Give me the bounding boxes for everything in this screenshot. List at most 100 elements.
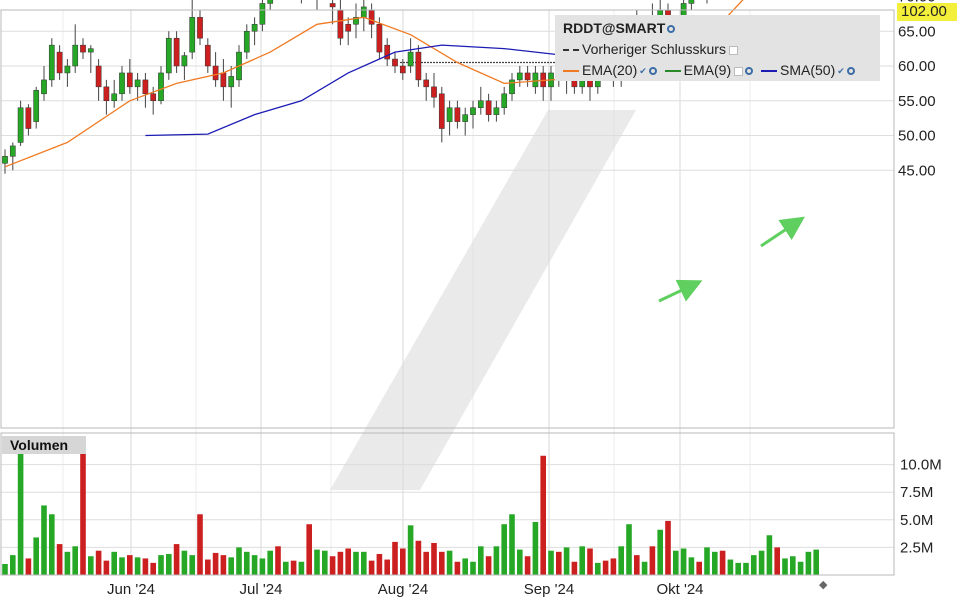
volume-bar <box>493 546 500 575</box>
volume-bar <box>329 556 336 575</box>
volume-bar <box>415 540 422 575</box>
candle-body <box>368 10 375 25</box>
candle-body <box>2 156 8 164</box>
candle-body <box>220 72 227 88</box>
candle-body <box>197 17 203 39</box>
candle-body <box>516 72 523 81</box>
trend-arrow-2 <box>760 216 805 248</box>
check-icon[interactable]: ✔ <box>639 65 647 76</box>
candle-body <box>189 17 196 53</box>
candle-body <box>353 17 359 25</box>
volume-bar <box>602 560 609 575</box>
legend-ema9[interactable]: EMA(9) <box>683 62 732 78</box>
candle-body <box>212 65 219 81</box>
volume-bar <box>501 524 507 575</box>
settings-icon[interactable] <box>667 25 676 34</box>
volume-bar <box>306 524 312 575</box>
candle-body <box>103 86 110 101</box>
candle-body <box>524 72 531 81</box>
legend-symbol: RDDT@SMART <box>563 20 666 36</box>
volume-bar <box>548 550 554 575</box>
candle-body <box>267 0 274 4</box>
volume-bar <box>727 559 734 575</box>
volume-bar <box>696 561 702 575</box>
candle-body <box>80 44 86 53</box>
candle-body <box>17 107 24 143</box>
price-axis: 45.0050.0055.0060.0065.0070.0075.0080.00… <box>898 0 936 179</box>
candle-body <box>64 65 71 74</box>
volume-bar <box>719 550 726 575</box>
candle-body <box>87 48 94 53</box>
volume-bar <box>189 555 195 575</box>
check-icon[interactable]: ✔ <box>837 65 845 76</box>
volume-bar <box>353 551 359 575</box>
volume-bar <box>41 505 47 575</box>
candle-body <box>493 107 500 115</box>
volume-bar <box>712 551 718 575</box>
volume-bar <box>579 546 585 575</box>
candle-body <box>33 90 40 122</box>
candle-body <box>415 51 422 81</box>
settings-icon[interactable] <box>745 67 754 76</box>
volume-bar <box>88 556 94 575</box>
volume-bar <box>95 550 102 575</box>
trend-arrows <box>658 216 805 303</box>
settings-icon[interactable] <box>648 67 657 76</box>
candle-body <box>259 3 266 25</box>
legend-ema20[interactable]: EMA(20) <box>582 62 638 78</box>
volume-axis: 2.5M 5.0M 7.5M 10.0M <box>900 457 942 557</box>
volume-bars <box>2 453 819 575</box>
checkbox-icon[interactable] <box>734 66 744 76</box>
candle-body <box>181 55 188 67</box>
volume-bar <box>259 558 266 575</box>
volume-bar <box>290 560 297 575</box>
time-tick-label: Sep '24 <box>524 581 574 598</box>
volume-bar <box>64 551 71 575</box>
price-tick-label: 55.00 <box>898 93 936 110</box>
trend-arrow-1 <box>658 279 703 303</box>
candle-body <box>438 93 445 129</box>
time-tick-label: Jul '24 <box>240 581 283 598</box>
checkbox-icon[interactable] <box>728 45 738 55</box>
legend-sma50[interactable]: SMA(50) <box>780 62 836 78</box>
candle-body <box>56 51 63 74</box>
volume-bar <box>384 559 390 575</box>
volume-bar <box>766 535 773 575</box>
candle-body <box>376 24 383 53</box>
candle-body <box>470 107 476 115</box>
candle-body <box>477 100 484 108</box>
volume-bar <box>634 555 640 575</box>
volume-bar <box>470 561 476 575</box>
candle-body <box>95 65 102 88</box>
volume-bar <box>688 557 695 575</box>
price-tick-label: 65.00 <box>898 23 936 40</box>
volume-bar <box>743 562 749 575</box>
volume-bar <box>127 555 133 575</box>
candle-body <box>150 93 157 102</box>
candle-body <box>251 24 258 32</box>
legend-panel: RDDT@SMART Vorheriger Schlusskurs EMA(20… <box>555 15 880 81</box>
candle-body <box>329 3 336 8</box>
candle-body <box>407 51 414 67</box>
volume-bar <box>439 551 445 575</box>
candle-body <box>485 100 492 115</box>
candle-body <box>501 93 508 108</box>
candle-body <box>48 44 55 81</box>
volume-bar <box>166 554 172 575</box>
legend-symbol-row[interactable]: RDDT@SMART <box>563 20 676 36</box>
candle-body <box>243 31 250 53</box>
watermark-logo <box>330 110 636 490</box>
candle-body <box>165 37 172 74</box>
sma50-line-icon <box>761 70 778 73</box>
volume-bar <box>236 547 242 575</box>
candle-body <box>41 79 47 95</box>
scroll-handle-icon[interactable]: ◆ <box>819 579 828 591</box>
volume-bar <box>462 558 468 575</box>
volume-tick-label: 10.0M <box>900 457 942 474</box>
settings-icon[interactable] <box>846 67 855 76</box>
volume-bar <box>17 453 24 575</box>
volume-bar <box>782 558 788 575</box>
price-tick-label: 70.00 <box>898 0 936 6</box>
legend-prev-close-row[interactable]: Vorheriger Schlusskurs <box>563 41 738 57</box>
volume-bar <box>556 551 562 575</box>
